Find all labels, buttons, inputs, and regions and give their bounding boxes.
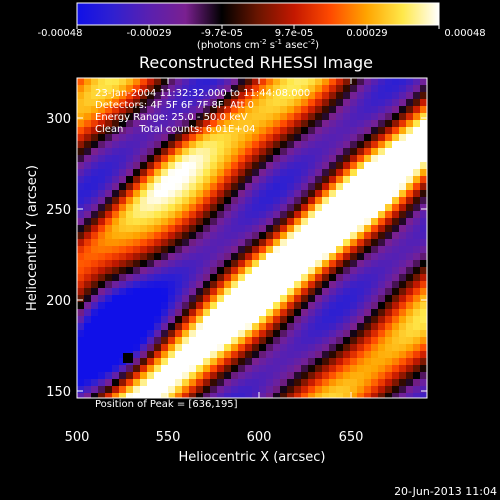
energy-range-text: Energy Range: 25.0 - 50.0 keV: [95, 112, 248, 123]
x-tick-label: 550: [156, 430, 181, 445]
x-axis-label: Heliocentric X (arcsec): [179, 450, 326, 465]
colorbar-tick-label: -0.00048: [38, 28, 83, 39]
image-map: [77, 78, 427, 398]
time-range-text: 23-Jan-2004 11:32:32.000 to 11:44:08.000: [95, 88, 310, 99]
x-tick-label: 600: [247, 430, 272, 445]
peak-position-text: Position of Peak = [636,195]: [95, 399, 238, 410]
x-tick-label: 650: [339, 430, 364, 445]
y-tick-label: 200: [46, 294, 71, 309]
plot-frame: [76, 77, 428, 399]
y-axis-ticks: [77, 117, 427, 392]
x-axis-ticks: [76, 78, 352, 398]
colorbar-ticks: [76, 25, 440, 29]
colorbar: [76, 2, 440, 26]
detectors-text: Detectors: 4F 5F 6F 7F 8F, Att 0: [95, 100, 254, 111]
colorbar-tick-label: -9.7e-05: [201, 28, 243, 39]
y-tick-label: 250: [46, 203, 71, 218]
clean-counts-text: Clean Total counts: 6.01E+04: [95, 124, 255, 135]
colorbar-tick-label: 9.7e-05: [275, 28, 313, 39]
x-tick-label: 500: [65, 430, 90, 445]
colorbar-units: (photons cm-2 s-1 asec-2): [197, 38, 319, 51]
colorbar-tick-label: 0.00029: [346, 28, 387, 39]
dark-pixel-marker: [123, 353, 133, 363]
y-tick-label: 150: [46, 385, 71, 400]
y-tick-label: 300: [46, 112, 71, 127]
colorbar-tick-label: -0.00029: [127, 28, 172, 39]
image-title: Reconstructed RHESSI Image: [139, 53, 373, 72]
y-axis-label: Heliocentric Y (arcsec): [25, 165, 40, 311]
footer-date: 20-Jun-2013 11:04: [394, 485, 497, 498]
colorbar-tick-label: 0.00048: [444, 28, 485, 39]
